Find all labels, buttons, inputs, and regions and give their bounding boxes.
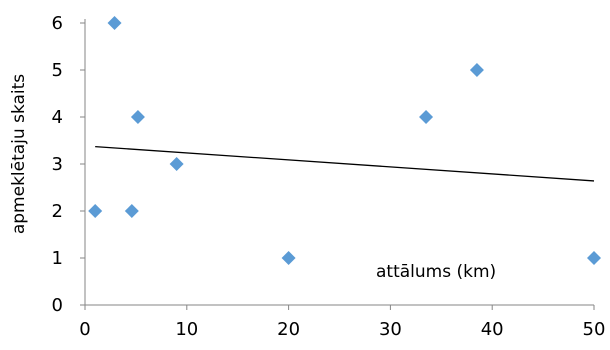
y-tick-label: 6: [52, 13, 63, 34]
data-point: [107, 16, 122, 30]
axes: 0 10 20 30 40 50 0 1 2 3 4 5 6: [52, 13, 606, 340]
y-tick-label: 3: [52, 154, 63, 175]
data-point: [130, 110, 145, 124]
data-point: [281, 251, 296, 265]
data-points: [88, 16, 601, 265]
y-tick-label: 0: [52, 295, 63, 316]
x-tick-label: 50: [583, 319, 606, 340]
data-point: [587, 251, 601, 265]
y-axis-ticks: 0 1 2 3 4 5 6: [52, 13, 85, 316]
x-tick-label: 20: [277, 319, 300, 340]
trendline-layer: [95, 145, 595, 182]
x-tick-label: 40: [481, 319, 504, 340]
x-tick-label: 30: [379, 319, 402, 340]
x-axis-ticks: 0 10 20 30 40 50: [79, 305, 605, 340]
y-tick-label: 5: [52, 60, 63, 81]
data-point: [469, 63, 484, 77]
x-tick-label: 0: [79, 319, 90, 340]
x-tick-label: 10: [175, 319, 198, 340]
data-point: [419, 110, 434, 124]
linear-trendline: [95, 145, 595, 182]
data-point: [169, 157, 184, 171]
x-axis-title: attālums (km): [376, 262, 496, 282]
y-tick-label: 4: [52, 107, 63, 128]
data-point: [124, 204, 139, 218]
y-tick-label: 2: [52, 201, 63, 222]
data-point: [88, 204, 103, 218]
y-axis-title: apmeklētaju skaits: [9, 74, 29, 234]
y-tick-label: 1: [52, 248, 63, 269]
